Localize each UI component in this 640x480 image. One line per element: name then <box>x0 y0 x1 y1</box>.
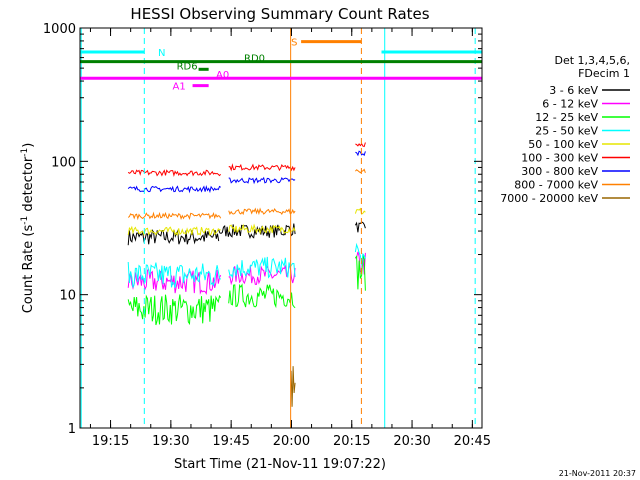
legend-label-7: 800 - 7000 keV <box>514 179 598 192</box>
series-line-6-seg-1 <box>228 176 296 185</box>
y-tick-label-0: 1 <box>68 422 76 437</box>
series-line-3-seg-1 <box>228 256 296 279</box>
y-tick-label-1: 10 <box>59 289 76 304</box>
x-axis-label: Start Time (21-Nov-11 19:07:22) <box>174 457 386 472</box>
series-line-7-seg-2 <box>355 168 366 174</box>
series-line-5-seg-0 <box>127 169 222 177</box>
vertical-markers <box>80 28 476 428</box>
flag-label-rd0: RD0 <box>244 54 265 65</box>
plot-frame <box>79 27 483 429</box>
x-tick-label-6: 20:45 <box>454 434 491 449</box>
y-axis-label-end: ) <box>21 143 36 148</box>
legend-label-8: 7000 - 20000 keV <box>500 192 598 205</box>
legend-label-3: 25 - 50 keV <box>535 125 598 138</box>
y-axis-label-mid: detector <box>21 156 36 216</box>
x-tick-label-0: 19:15 <box>92 434 129 449</box>
series-line-1-seg-1 <box>228 264 296 286</box>
y-axis-label: Count Rate (s-1 detector-1) <box>20 143 36 314</box>
x-tick-label-1: 19:30 <box>152 434 189 449</box>
series-line-6-seg-0 <box>127 185 221 194</box>
flag-bars: N S RD0 RD6 A0 A1 <box>80 38 482 93</box>
series-line-0-seg-3 <box>354 221 366 233</box>
series-line-2-seg-1 <box>228 283 296 309</box>
x-axis: 19:15 19:30 19:45 20:00 20:15 20:30 20:45 <box>89 28 491 449</box>
series-line-0-seg-1 <box>218 224 286 240</box>
series-line-4-seg-1 <box>228 223 296 235</box>
x-tick-label-2: 19:45 <box>212 434 249 449</box>
series-line-6-seg-2 <box>355 150 366 157</box>
series-line-7-seg-1 <box>228 207 296 216</box>
series-line-5-seg-2 <box>355 142 366 148</box>
legend-header-line2: FDecim 1 <box>578 67 630 80</box>
flag-label-a0: A0 <box>216 70 229 81</box>
x-tick-label-3: 20:00 <box>273 434 310 449</box>
series-line-8-seg-0 <box>290 366 296 407</box>
y-tick-label-2: 100 <box>51 155 76 170</box>
series-line-4-seg-2 <box>354 207 366 215</box>
flag-label-a1: A1 <box>173 82 186 93</box>
x-tick-label-4: 20:15 <box>333 434 370 449</box>
y-axis: 1 10 100 1000 <box>43 22 482 437</box>
y-axis-label-sup2: -1 <box>20 148 30 157</box>
y-tick-label-3: 1000 <box>43 22 76 37</box>
y-axis-label-main: Count Rate (s <box>21 225 36 314</box>
series-layer <box>127 142 366 407</box>
flag-label-s: S <box>291 38 297 49</box>
series-line-0-seg-0 <box>127 229 220 246</box>
flag-label-rd6: RD6 <box>177 61 198 72</box>
legend-label-0: 3 - 6 keV <box>549 84 598 97</box>
chart-title: HESSI Observing Summary Count Rates <box>130 5 429 23</box>
legend-label-1: 6 - 12 keV <box>542 98 598 111</box>
series-line-0-seg-2 <box>284 223 296 237</box>
legend-header-line1: Det 1,3,4,5,6, <box>554 54 630 67</box>
series-line-3-seg-0 <box>127 261 222 289</box>
series-line-3-seg-2 <box>354 242 366 266</box>
legend-label-2: 12 - 25 keV <box>535 111 598 124</box>
legend-label-5: 100 - 300 keV <box>521 152 598 165</box>
legend-label-4: 50 - 100 keV <box>528 138 598 151</box>
flag-label-n: N <box>158 48 165 59</box>
x-tick-label-5: 20:30 <box>393 434 430 449</box>
series-line-5-seg-1 <box>228 163 296 172</box>
series-line-4-seg-0 <box>127 225 221 237</box>
series-line-7-seg-0 <box>127 211 222 221</box>
footer-timestamp: 21-Nov-2011 20:37 <box>559 469 636 478</box>
series-line-2-seg-2 <box>355 254 366 291</box>
legend-label-6: 300 - 800 keV <box>521 165 598 178</box>
y-axis-label-sup1: -1 <box>20 216 30 225</box>
series-line-2-seg-0 <box>127 294 222 326</box>
